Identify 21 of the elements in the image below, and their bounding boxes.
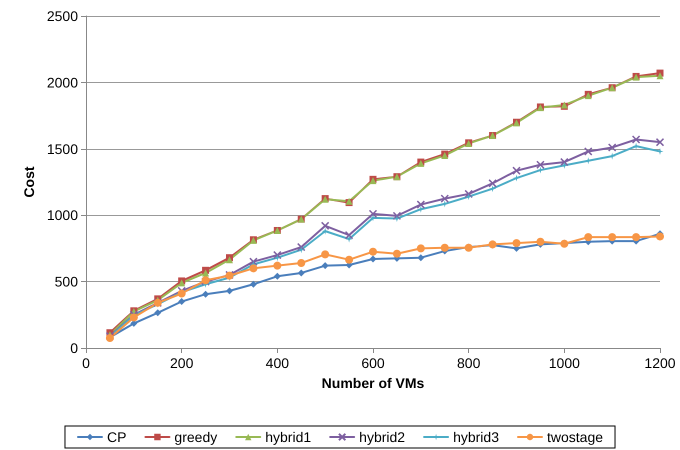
y-axis-title: Cost <box>20 166 37 198</box>
x-tick-label: 400 <box>266 355 290 371</box>
legend-label: hybrid3 <box>453 429 500 445</box>
x-tick-label: 1000 <box>548 355 580 371</box>
x-tick-label: 800 <box>456 355 481 371</box>
legend-label: hybrid1 <box>265 429 312 445</box>
y-tick-label: 1000 <box>46 207 78 224</box>
legend-label: greedy <box>174 429 218 445</box>
x-axis-title: Number of VMs <box>322 375 425 391</box>
x-tick-label: 1200 <box>644 355 676 371</box>
y-tick-label: 2000 <box>46 74 78 90</box>
legend-label: CP <box>106 429 126 445</box>
x-tick-label: 200 <box>170 355 194 371</box>
x-tick-label: 0 <box>82 355 90 371</box>
y-tick-label: 0 <box>70 340 78 356</box>
y-tick-label: 1500 <box>46 140 78 157</box>
x-tick-label: 600 <box>361 355 385 371</box>
y-tick-label: 2500 <box>46 8 78 24</box>
y-tick-label: 500 <box>54 274 78 290</box>
legend-label: twostage <box>546 429 604 445</box>
legend-label: hybrid2 <box>359 429 406 445</box>
